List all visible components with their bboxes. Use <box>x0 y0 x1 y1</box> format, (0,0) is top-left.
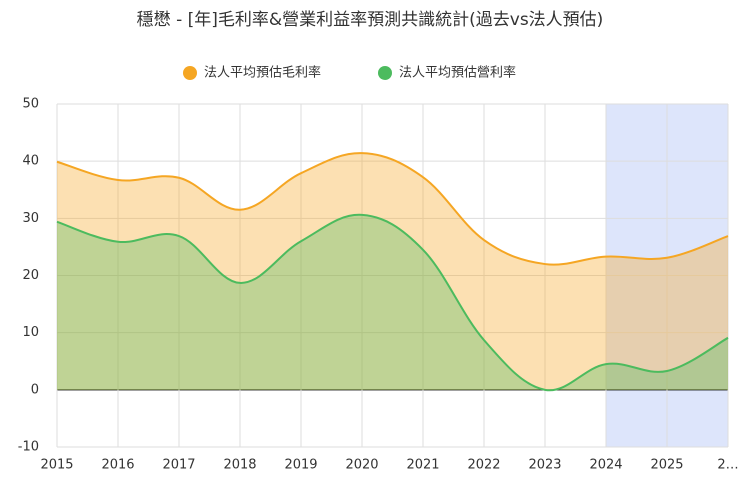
y-tick-label: 50 <box>22 97 39 112</box>
area-line <box>56 213 729 392</box>
y-tick-label: 40 <box>22 154 39 169</box>
x-tick-label: 2020 <box>345 458 378 473</box>
x-tick-label: 2017 <box>162 458 195 473</box>
y-tick-label: 20 <box>22 268 39 283</box>
y-tick-label: 10 <box>22 325 39 340</box>
x-tick-label: 2… <box>717 458 738 473</box>
area-fill <box>57 214 728 391</box>
y-tick-label: 30 <box>22 211 39 226</box>
area-fill <box>57 153 728 390</box>
x-tick-label: 2023 <box>528 458 561 473</box>
x-tick-label: 2025 <box>650 458 683 473</box>
legend-marker <box>378 66 392 80</box>
x-tick-label: 2021 <box>406 458 439 473</box>
x-tick-label: 2015 <box>40 458 73 473</box>
y-tick-label: -10 <box>18 440 39 455</box>
legend-label: 法人平均預估營利率 <box>399 65 516 81</box>
legend-marker <box>183 66 197 80</box>
x-tick-label: 2018 <box>223 458 256 473</box>
area-line <box>56 152 729 266</box>
x-tick-label: 2024 <box>589 458 622 473</box>
chart-title: 穩懋 - [年]毛利率&營業利益率預測共識統計(過去vs法人預估) <box>137 10 604 30</box>
legend-label: 法人平均預估毛利率 <box>204 65 321 81</box>
y-tick-label: 0 <box>31 382 39 397</box>
x-tick-label: 2019 <box>284 458 317 473</box>
x-tick-label: 2022 <box>467 458 500 473</box>
x-tick-label: 2016 <box>101 458 134 473</box>
